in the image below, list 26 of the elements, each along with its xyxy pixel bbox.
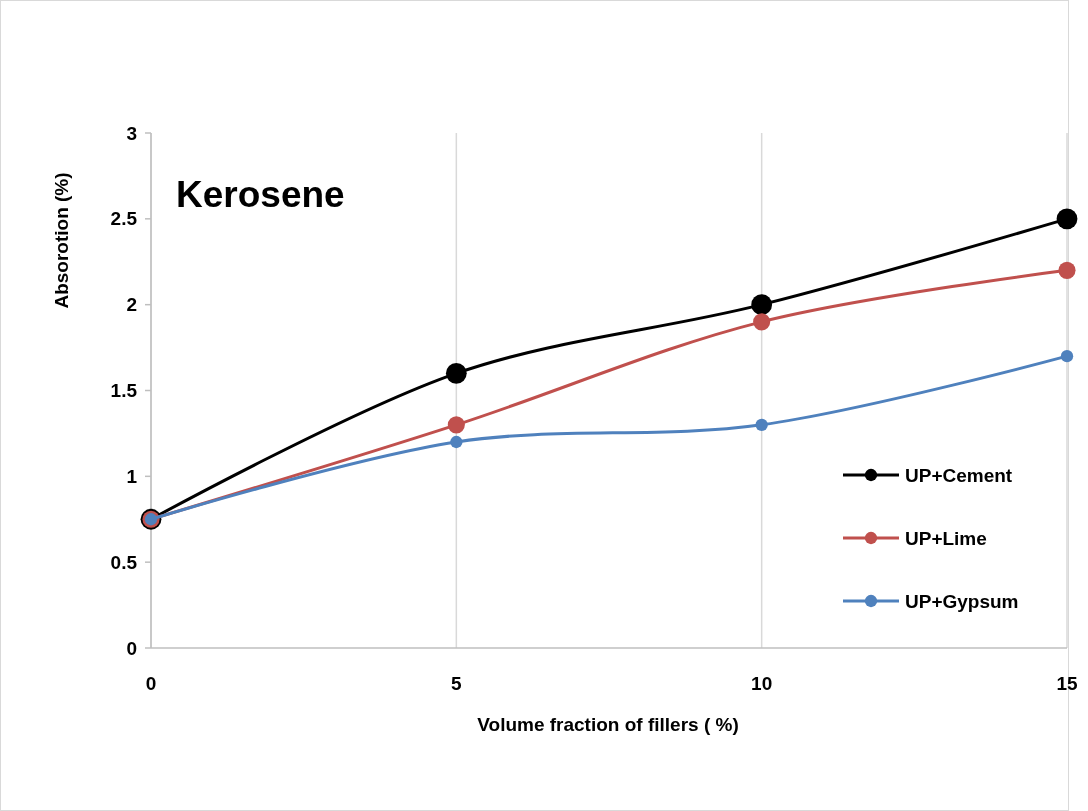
- point: [447, 416, 465, 434]
- point: [755, 418, 768, 431]
- y-tick-label: 0: [126, 637, 137, 659]
- y-tick-label: 1.5: [110, 380, 138, 402]
- y-tick-label: 3: [126, 122, 137, 144]
- x-tick-label: 15: [1056, 673, 1078, 694]
- y-axis-title: Absorotion (%): [51, 172, 72, 309]
- point: [450, 435, 463, 449]
- x-tick-label: 5: [451, 673, 463, 694]
- point: [1058, 261, 1076, 279]
- y-tick-label: 0.5: [110, 551, 138, 573]
- legend-label: UP+Lime: [905, 527, 987, 549]
- point: [1060, 350, 1074, 363]
- x-tick-label: 0: [145, 673, 157, 694]
- legend-label: UP+Gypsum: [905, 590, 1019, 612]
- y-tick-label: 1: [126, 465, 138, 487]
- point: [753, 313, 771, 331]
- point: [751, 294, 773, 316]
- point: [1056, 208, 1078, 230]
- y-tick-label: 2: [126, 294, 137, 316]
- x-tick-label: 10: [751, 673, 773, 694]
- y-tick-label: 2.5: [110, 208, 138, 230]
- x-axis-title: Volume fraction of fillers ( %): [477, 714, 739, 735]
- point: [445, 362, 467, 384]
- legend-label: UP+Cement: [905, 464, 1013, 486]
- text: Kerosene: [176, 174, 345, 215]
